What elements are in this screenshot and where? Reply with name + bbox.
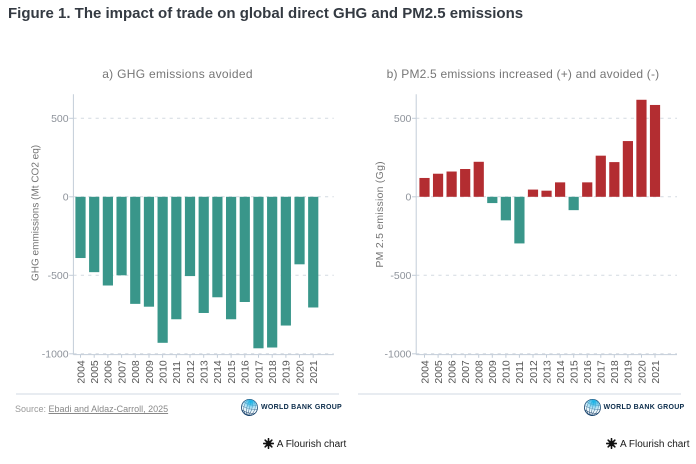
- svg-text:2007: 2007: [460, 360, 472, 384]
- svg-text:2010: 2010: [157, 360, 169, 384]
- svg-text:2005: 2005: [89, 360, 101, 384]
- svg-text:2016: 2016: [240, 360, 252, 384]
- svg-text:2020: 2020: [294, 360, 306, 384]
- svg-text:2008: 2008: [474, 360, 486, 384]
- svg-text:2020: 2020: [636, 360, 648, 384]
- svg-text:2018: 2018: [267, 360, 279, 384]
- svg-text:-500: -500: [48, 270, 69, 282]
- svg-text:500: 500: [51, 113, 69, 125]
- svg-text:2019: 2019: [623, 360, 635, 384]
- svg-text:2013: 2013: [199, 360, 211, 384]
- svg-text:2005: 2005: [433, 360, 445, 384]
- svg-text:2006: 2006: [103, 360, 115, 384]
- svg-text:2004: 2004: [419, 360, 431, 384]
- svg-text:2009: 2009: [487, 360, 499, 384]
- svg-text:0: 0: [406, 191, 412, 203]
- svg-text:-1000: -1000: [385, 348, 412, 360]
- svg-text:-500: -500: [390, 270, 411, 282]
- svg-text:2018: 2018: [609, 360, 621, 384]
- svg-text:2014: 2014: [212, 360, 224, 384]
- svg-text:b) PM2.5 emissions increased (: b) PM2.5 emissions increased (+) and avo…: [387, 67, 660, 81]
- svg-text:2021: 2021: [308, 360, 320, 384]
- svg-text:2012: 2012: [528, 360, 540, 384]
- svg-text:2004: 2004: [75, 360, 87, 384]
- svg-text:2011: 2011: [171, 361, 183, 384]
- svg-text:2006: 2006: [446, 360, 458, 384]
- svg-text:0: 0: [63, 191, 69, 203]
- svg-text:2019: 2019: [281, 360, 293, 384]
- svg-text:PM 2.5 emission (Gg): PM 2.5 emission (Gg): [374, 161, 386, 268]
- svg-text:2008: 2008: [130, 360, 142, 384]
- svg-text:2012: 2012: [185, 360, 197, 384]
- svg-text:2015: 2015: [569, 360, 581, 384]
- svg-text:2016: 2016: [582, 360, 594, 384]
- svg-text:500: 500: [394, 113, 412, 125]
- svg-text:2007: 2007: [116, 360, 128, 384]
- svg-text:2021: 2021: [650, 360, 662, 384]
- svg-text:2009: 2009: [144, 360, 156, 384]
- svg-text:2013: 2013: [541, 360, 553, 384]
- svg-text:2017: 2017: [596, 360, 608, 384]
- svg-text:2010: 2010: [501, 360, 513, 384]
- svg-text:2017: 2017: [253, 360, 265, 384]
- svg-text:-1000: -1000: [42, 348, 69, 360]
- svg-text:GHG emmissions (Mt CO2 eq): GHG emmissions (Mt CO2 eq): [30, 145, 41, 281]
- svg-text:a) GHG emissions avoided: a) GHG emissions avoided: [102, 67, 253, 81]
- svg-text:2014: 2014: [555, 360, 567, 384]
- svg-text:2015: 2015: [226, 360, 238, 384]
- svg-text:2011: 2011: [514, 361, 526, 384]
